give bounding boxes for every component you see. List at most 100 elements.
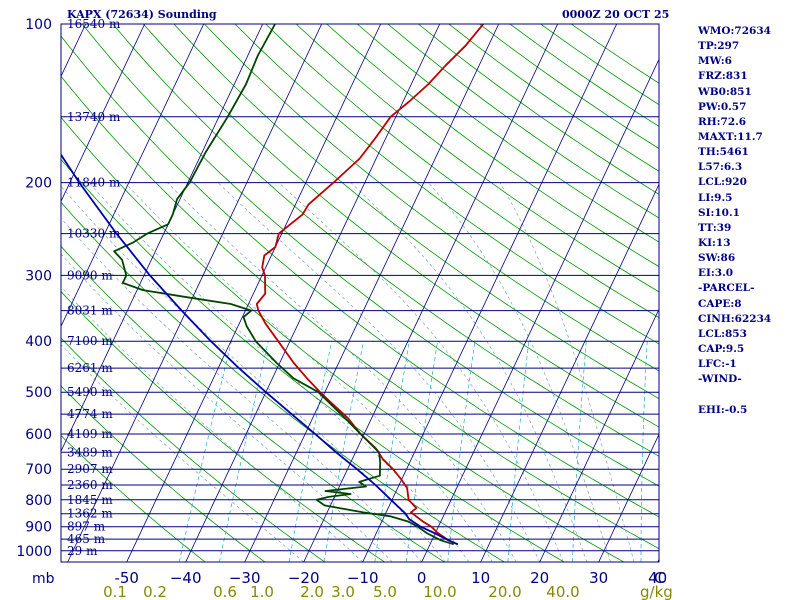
mixing-ratio-line	[447, 341, 476, 562]
isotherm	[61, 24, 205, 328]
mixing-ratio-label: 0.2	[143, 583, 167, 600]
dry-adiabat	[61, 35, 659, 518]
pressure-tick-label: 600	[25, 427, 52, 443]
mixing-ratio-line	[178, 341, 232, 562]
index-item: MAXT:11.7	[698, 130, 763, 143]
pressure-unit-label: mb	[32, 571, 55, 587]
height-label: 897 m	[67, 520, 106, 534]
temperature-tick-label: 0	[417, 569, 427, 587]
dry-adiabat	[295, 24, 659, 293]
mixing-ratio-label: 5.0	[373, 583, 397, 600]
mixing-ratio-line	[323, 341, 364, 562]
mixing-ratio-line	[288, 341, 333, 562]
index-item: FRZ:831	[698, 70, 748, 83]
pressure-tick-label: 900	[25, 520, 52, 536]
index-item: EI:3.0	[698, 267, 734, 280]
height-label: 465 m	[67, 532, 106, 546]
mixing-ratio-line	[374, 341, 410, 562]
mixing-ratio-label: 20.0	[488, 583, 521, 600]
index-item: -PARCEL-	[698, 282, 755, 295]
index-item: WMO:72634	[698, 25, 771, 37]
index-item: PW:0.57	[698, 100, 747, 113]
isotherm	[598, 433, 659, 562]
index-item: RH:72.6	[698, 115, 747, 128]
mixing-ratio-line	[572, 341, 587, 562]
dry-adiabat	[61, 201, 505, 562]
index-item: TT:39	[698, 221, 732, 234]
height-label: 4774 m	[67, 407, 113, 421]
index-item: LFC:-1	[698, 358, 737, 371]
dry-adiabat	[81, 24, 659, 487]
dry-adiabat	[61, 434, 206, 562]
mixing-ratio-label: 3.0	[331, 583, 355, 600]
isotherm	[67, 24, 323, 562]
height-label: 8031 m	[67, 304, 113, 318]
index-item: CAPE:8	[698, 297, 742, 310]
moist-adiabat	[167, 182, 517, 562]
index-item: CAP:9.5	[698, 342, 745, 355]
index-item: LI:9.5	[698, 191, 733, 204]
height-label: 2360 m	[67, 478, 113, 492]
temperature-tick-label: −40	[170, 569, 202, 587]
height-label: 9090 m	[67, 268, 113, 282]
mixing-ratio-label: 2.0	[300, 583, 324, 600]
dry-adiabat	[356, 24, 659, 243]
pressure-tick-label: 100	[25, 17, 52, 33]
moist-adiabat	[350, 182, 588, 562]
height-label: 29 m	[67, 544, 98, 558]
isotherm	[539, 308, 659, 562]
dry-adiabat	[61, 385, 266, 562]
isotherm	[244, 24, 500, 562]
mixing-ratio-line	[219, 341, 269, 562]
chart-time: 0000Z 20 OCT 25	[562, 8, 670, 21]
dry-adiabat	[61, 116, 624, 562]
sounding-indices: WMO:72634 TP:297 MW:6 FRZ:831 WB0:851 PW:0.57…	[698, 24, 771, 418]
height-label: 2907 m	[67, 462, 113, 476]
dry-adiabat	[234, 24, 659, 345]
pressure-tick-label: 500	[25, 385, 52, 401]
temperature-tick-label: −10	[347, 569, 379, 587]
index-item: -WIND-	[698, 373, 742, 386]
isotherm	[480, 183, 659, 562]
temperature-tick-label: 10	[471, 569, 490, 587]
dry-adiabat	[61, 337, 325, 562]
index-item: L57:6.3	[698, 161, 743, 174]
isotherm	[61, 24, 146, 203]
dry-adiabat	[204, 24, 659, 372]
index-item: WB0:851	[698, 85, 752, 98]
mixing-ratio-label: 1.0	[250, 583, 274, 600]
index-item: SI:10.1	[698, 206, 740, 219]
pressure-tick-label: 300	[25, 268, 52, 284]
height-label: 5490 m	[67, 385, 113, 399]
plot-frame	[60, 23, 660, 563]
mixing-ratio-label: 40.0	[546, 583, 579, 600]
isotherm	[185, 24, 441, 562]
height-label: 1845 m	[67, 493, 113, 507]
pressure-tick-label: 200	[25, 176, 52, 192]
height-label: 16540 m	[67, 17, 121, 31]
temperature-tick-label: 30	[589, 569, 608, 587]
chart-title: KAPX (72634) Sounding	[67, 8, 217, 21]
dry-adiabat	[173, 24, 659, 400]
temperature-profile	[255, 24, 484, 546]
temperature-tick-label: 20	[530, 569, 549, 587]
index-item: LCL:920	[698, 176, 747, 189]
mixing-ratio-label: 0.1	[103, 583, 127, 600]
temperature-tick-label: 40	[648, 569, 667, 587]
moist-adiabat	[278, 182, 564, 562]
pressure-tick-label: 700	[25, 462, 52, 478]
index-item: MW:6	[698, 55, 732, 68]
dry-adiabat	[326, 24, 659, 268]
temperature-tick-label: −30	[229, 569, 261, 587]
index-item: CINH:62234	[698, 312, 772, 325]
isotherm	[61, 24, 264, 453]
pressure-tick-label: 800	[25, 493, 52, 509]
mixing-ratio-line	[405, 341, 438, 562]
moist-adiabat	[124, 182, 493, 562]
parcel-path	[61, 153, 459, 546]
index-item: TP:297	[698, 40, 740, 53]
height-label: 3489 m	[67, 445, 113, 459]
height-label: 1362 m	[67, 507, 113, 521]
dry-adiabat	[265, 24, 659, 319]
isotherm	[303, 24, 559, 562]
